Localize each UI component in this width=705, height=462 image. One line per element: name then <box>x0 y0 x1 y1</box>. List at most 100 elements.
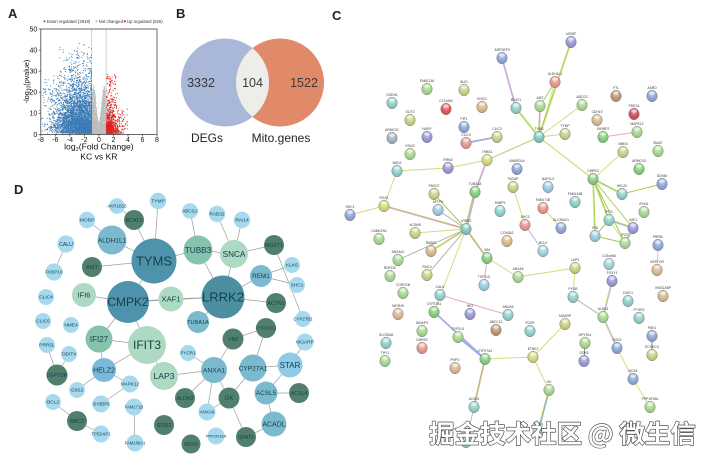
svg-text:30: 30 <box>30 69 38 76</box>
svg-text:CYP27B1: CYP27B1 <box>293 317 313 322</box>
svg-text:RAI14: RAI14 <box>235 218 249 224</box>
svg-text:TUBA1A: TUBA1A <box>469 182 483 186</box>
svg-text:PAK1: PAK1 <box>648 326 656 330</box>
svg-text:IFI27: IFI27 <box>90 335 109 344</box>
svg-text:HK2: HK2 <box>467 304 474 308</box>
svg-text:CALU: CALU <box>59 242 73 248</box>
svg-text:AFTPH: AFTPH <box>433 200 444 204</box>
svg-text:PPP1R15A: PPP1R15A <box>206 433 227 438</box>
svg-text:CALU: CALU <box>436 285 445 289</box>
svg-text:SOD2: SOD2 <box>613 338 622 342</box>
svg-text:IFI6: IFI6 <box>592 226 598 230</box>
svg-text:CYP27A1: CYP27A1 <box>239 365 268 372</box>
svg-text:DHRS2: DHRS2 <box>416 338 427 342</box>
svg-text:FAM213A: FAM213A <box>420 79 435 83</box>
svg-text:ACSL5: ACSL5 <box>469 397 480 401</box>
svg-text:ANXA5: ANXA5 <box>513 267 524 271</box>
svg-text:MGST1: MGST1 <box>265 243 283 249</box>
svg-text:NMEA: NMEA <box>618 142 628 146</box>
svg-text:XAF1: XAF1 <box>162 295 181 304</box>
svg-text:MAPK12: MAPK12 <box>630 122 643 126</box>
svg-text:BAIAP3: BAIAP3 <box>416 321 428 325</box>
svg-text:3332: 3332 <box>187 76 215 90</box>
svg-text:THBS1: THBS1 <box>482 150 493 154</box>
svg-text:GPAT2: GPAT2 <box>238 435 254 441</box>
svg-text:MGARP: MGARP <box>296 340 314 346</box>
svg-text:GK: GK <box>547 380 553 384</box>
svg-text:RAI14: RAI14 <box>422 265 431 269</box>
svg-text:VIM: VIM <box>228 337 238 343</box>
svg-text:20: 20 <box>30 90 38 97</box>
svg-text:4: 4 <box>126 137 130 144</box>
svg-text:CORO2B: CORO2B <box>396 283 411 287</box>
svg-text:TYMP: TYMP <box>151 199 164 205</box>
svg-text:PDE2A: PDE2A <box>629 104 641 108</box>
svg-text:CYP27B1: CYP27B1 <box>427 302 442 306</box>
svg-text:SLC39A8: SLC39A8 <box>379 333 393 337</box>
svg-text:CLIC5: CLIC5 <box>36 319 50 325</box>
svg-text:KC vs KR: KC vs KR <box>80 152 117 162</box>
svg-text:AARD: AARD <box>647 86 657 90</box>
svg-text:PYGB: PYGB <box>568 287 578 291</box>
svg-text:CDH19: CDH19 <box>592 110 603 114</box>
svg-text:IFIT3: IFIT3 <box>133 338 161 352</box>
svg-text:AMT: AMT <box>537 96 544 100</box>
svg-text:-6: -6 <box>52 137 58 144</box>
svg-text:FAM171B: FAM171B <box>125 405 144 410</box>
svg-text:ETNK2: ETNK2 <box>528 347 539 351</box>
svg-text:SLIT3: SLIT3 <box>406 110 415 114</box>
svg-text:PNPO: PNPO <box>450 358 460 362</box>
svg-text:HELZ2: HELZ2 <box>617 184 627 188</box>
svg-text:FAM189A1: FAM189A1 <box>125 441 146 446</box>
svg-text:DISC1: DISC1 <box>477 97 487 101</box>
svg-text:MOBP: MOBP <box>566 32 577 36</box>
svg-text:PPP1R15A: PPP1R15A <box>642 397 659 401</box>
svg-text:REM1: REM1 <box>252 273 270 280</box>
svg-text:ANXA1: ANXA1 <box>203 367 226 374</box>
svg-text:0: 0 <box>33 132 37 139</box>
svg-text:ALDH1L1: ALDH1L1 <box>548 72 562 76</box>
svg-text:PTGR2: PTGR2 <box>634 308 645 312</box>
svg-text:ANXA6: ANXA6 <box>199 410 215 415</box>
svg-text:FAM171B: FAM171B <box>536 198 551 202</box>
svg-text:TYMS: TYMS <box>136 254 172 269</box>
svg-text:FBXO7: FBXO7 <box>429 184 440 188</box>
svg-text:CYP27A1: CYP27A1 <box>478 349 493 353</box>
svg-text:Not changed: Not changed <box>99 19 124 24</box>
svg-text:MOBP: MOBP <box>80 218 94 224</box>
svg-text:-8: -8 <box>38 137 44 144</box>
svg-text:XAF1: XAF1 <box>629 218 637 222</box>
svg-text:STAR: STAR <box>280 361 301 370</box>
svg-text:ACTN1: ACTN1 <box>267 301 284 307</box>
svg-text:CLIC4: CLIC4 <box>461 133 471 137</box>
svg-text:CAMK2N1: CAMK2N1 <box>371 229 387 233</box>
svg-text:SHC3: SHC3 <box>521 215 530 219</box>
svg-text:CYP24A1: CYP24A1 <box>255 326 276 332</box>
svg-text:PRR5L: PRR5L <box>39 343 55 349</box>
svg-text:DEGs: DEGs <box>191 131 223 145</box>
svg-text:2: 2 <box>111 137 115 144</box>
svg-text:BCL2: BCL2 <box>539 241 547 245</box>
svg-text:ALDH2: ALDH2 <box>177 396 194 402</box>
svg-text:MAPK12: MAPK12 <box>121 382 140 387</box>
svg-text:PYCR1: PYCR1 <box>180 351 196 356</box>
svg-text:BCL2: BCL2 <box>47 400 59 406</box>
svg-text:G0S2: G0S2 <box>71 388 84 394</box>
svg-text:104: 104 <box>242 76 263 90</box>
svg-text:RRM2: RRM2 <box>443 158 453 162</box>
svg-text:HELZ2: HELZ2 <box>93 367 115 374</box>
svg-text:CLIC4: CLIC4 <box>39 295 53 301</box>
svg-text:AKR1B15: AKR1B15 <box>107 204 127 209</box>
svg-text:DDX60: DDX60 <box>657 174 668 178</box>
svg-text:6: 6 <box>141 137 145 144</box>
svg-text:COX6A2: COX6A2 <box>500 231 513 235</box>
svg-text:ACADL: ACADL <box>262 421 285 428</box>
svg-text:Up regulated (526): Up regulated (526) <box>127 19 163 24</box>
svg-text:AMT: AMT <box>86 265 98 271</box>
svg-text:TUBA1A: TUBA1A <box>187 320 209 326</box>
svg-text:TSPYL5: TSPYL5 <box>478 275 490 279</box>
svg-text:0: 0 <box>97 137 101 144</box>
svg-text:-log10(pvalue): -log10(pvalue) <box>22 60 32 104</box>
svg-text:IFI27: IFI27 <box>621 233 629 237</box>
svg-text:NOX4: NOX4 <box>184 442 198 448</box>
